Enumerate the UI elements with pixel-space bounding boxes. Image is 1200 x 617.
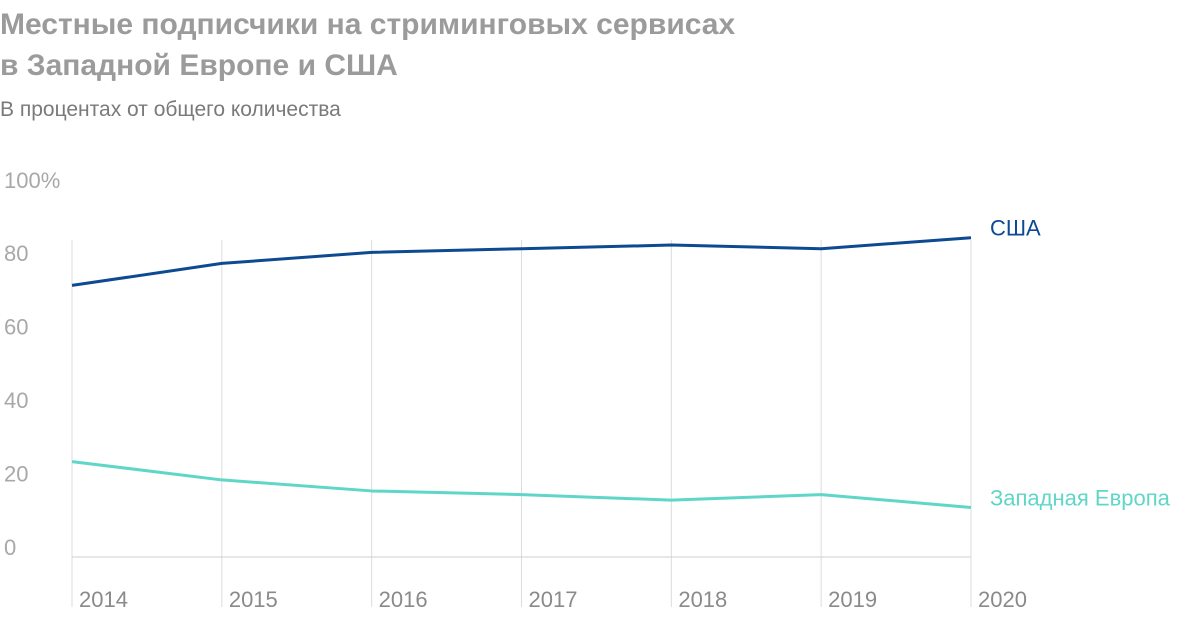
series-label: Западная Европа — [990, 485, 1171, 510]
y-tick-label: 0 — [4, 535, 16, 560]
x-tick-label: 2017 — [529, 587, 578, 612]
series-line — [71, 460, 972, 509]
x-tick-label: 2020 — [978, 587, 1027, 612]
series-label: США — [990, 216, 1041, 241]
x-tick-label: 2016 — [379, 587, 428, 612]
x-tick-label: 2018 — [678, 587, 727, 612]
y-tick-label: 60 — [4, 315, 28, 340]
chart-title: Местные подписчики на стриминговых серви… — [0, 8, 736, 82]
x-tick-label: 2014 — [79, 587, 128, 612]
x-tick-label: 2015 — [229, 587, 278, 612]
chart-subtitle: В процентах от общего количества — [0, 98, 341, 121]
y-tick-label: 80 — [4, 241, 28, 266]
y-tick-label: 20 — [4, 461, 28, 486]
x-tick-label: 2019 — [828, 587, 877, 612]
series-line — [71, 236, 972, 287]
y-tick-label: 40 — [4, 388, 28, 413]
y-tick-label: 100% — [4, 168, 60, 193]
